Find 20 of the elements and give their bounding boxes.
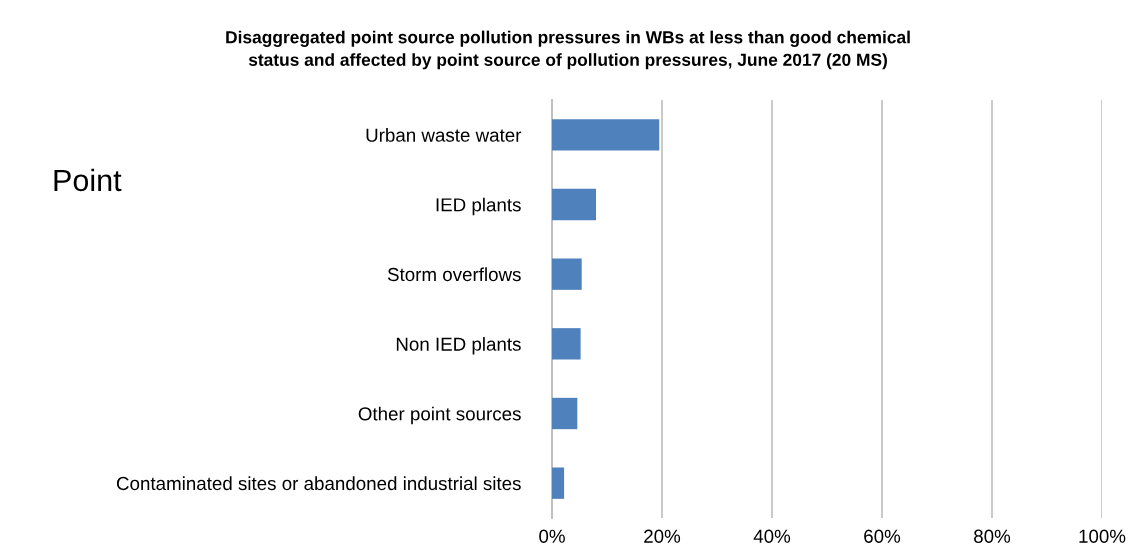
y-tick-label: IED plants — [436, 197, 521, 216]
x-tick-label: 60% — [864, 529, 901, 543]
x-tick-label: 20% — [644, 529, 681, 543]
chart-title: Disaggregated point source pollution pressures in WBs at less than good chemical status and affected by point source of pollution pressures, June 2017 (20 MS) — [226, 30, 910, 70]
bar — [552, 397, 578, 430]
bar — [552, 467, 565, 499]
x-tick-label: 80% — [974, 529, 1011, 543]
x-tick-label: 40% — [753, 529, 791, 543]
y-tick-label: Non IED plants — [396, 337, 521, 355]
x-tick-label: 0% — [539, 529, 565, 543]
bar — [552, 328, 581, 360]
text: Point — [54, 168, 122, 192]
y-tick-label: Urban waste water — [366, 128, 522, 142]
y-tick-label: Storm overflows — [387, 267, 521, 282]
bar — [552, 258, 582, 290]
x-tick-label: 100% — [1079, 529, 1126, 543]
bar — [552, 188, 596, 221]
bar — [552, 119, 660, 151]
y-tick-label: Other point sources — [358, 406, 521, 425]
y-tick-label: Contaminated sites or abandoned industrial sites — [116, 476, 521, 491]
